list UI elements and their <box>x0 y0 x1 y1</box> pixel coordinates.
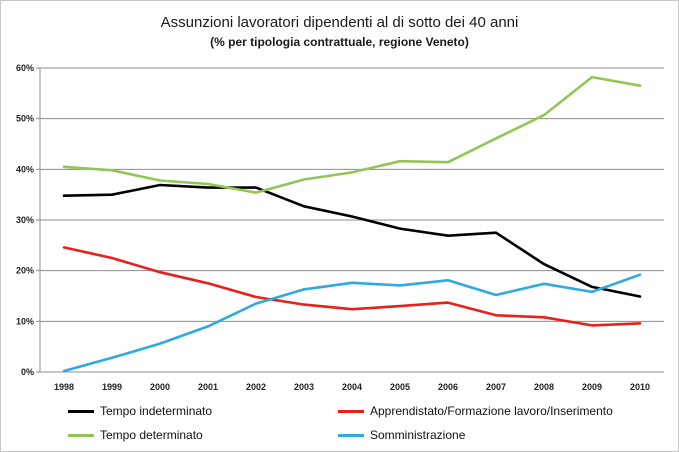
y-tick-label: 30% <box>16 215 34 225</box>
legend-item-tempo-determinato: Tempo determinato <box>68 428 203 442</box>
line-chart: 0% 10% 20% 30% 40% 50% 60% 1998 1999 2000 2001 2002… <box>16 63 664 392</box>
x-tick-label: 2004 <box>342 382 362 392</box>
x-tick-label: 2001 <box>198 382 218 392</box>
legend-swatch <box>338 433 364 437</box>
x-tick-label: 2007 <box>486 382 506 392</box>
x-tick-label: 2008 <box>534 382 554 392</box>
x-tick-label: 2000 <box>150 382 170 392</box>
y-tick-label: 10% <box>16 316 34 326</box>
legend-item-apprendistato: Apprendistato/Formazione lavoro/Inserime… <box>338 404 613 418</box>
legend-swatch <box>68 409 94 413</box>
x-tick-label: 2009 <box>582 382 602 392</box>
legend-item-somministrazione: Somministrazione <box>338 428 465 442</box>
x-tick-label: 2002 <box>246 382 266 392</box>
legend-label: Tempo indeterminato <box>100 404 213 418</box>
legend-label: Tempo determinato <box>100 428 203 442</box>
x-tick-label: 1998 <box>54 382 74 392</box>
chart-subtitle: (% per tipologia contrattuale, regione V… <box>210 35 469 49</box>
y-tick-label: 50% <box>16 114 34 124</box>
y-tick-label: 20% <box>16 266 34 276</box>
series-line-apprendistato <box>62 246 642 327</box>
x-tick-label: 2003 <box>294 382 314 392</box>
x-tick-label: 2005 <box>390 382 410 392</box>
legend-label: Somministrazione <box>370 428 466 442</box>
y-tick-label: 0% <box>21 367 34 377</box>
legend-swatch <box>338 409 364 413</box>
series-line-somministrazione <box>62 273 642 373</box>
x-tick-label: 2006 <box>438 382 458 392</box>
x-tick-label: 1999 <box>102 382 122 392</box>
legend-item-tempo-indeterminato: Tempo indeterminato <box>68 404 212 418</box>
x-tick-label: 2010 <box>630 382 650 392</box>
series-line-tempo-determinato <box>62 75 642 194</box>
y-tick-label: 40% <box>16 164 34 174</box>
y-tick-label: 60% <box>16 63 34 73</box>
legend-label: Apprendistato/Formazione lavoro/Inserime… <box>370 404 613 418</box>
series-line-tempo-indeterminato <box>62 183 642 298</box>
chart-title: Assunzioni lavoratori dipendenti al di s… <box>160 14 519 31</box>
legend-swatch <box>68 433 94 437</box>
